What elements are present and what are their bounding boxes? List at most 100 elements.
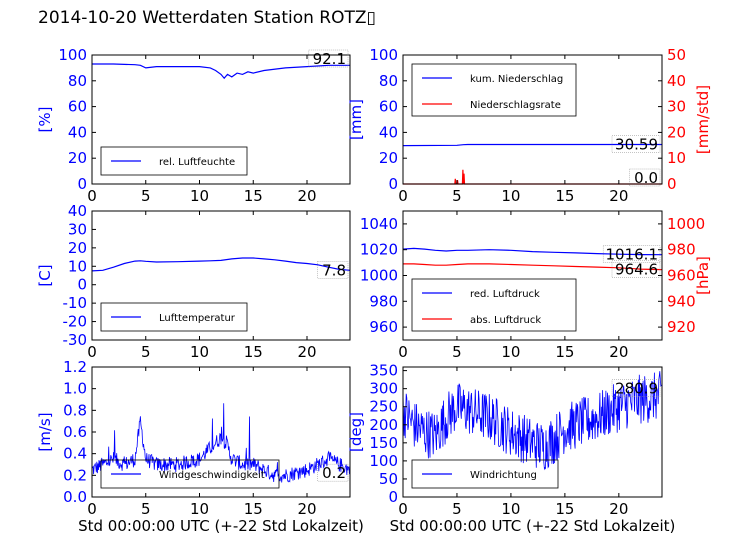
last-value-box xyxy=(317,261,349,279)
legend-label: Windrichtung xyxy=(470,470,537,481)
x-tick-label: 20 xyxy=(297,187,316,205)
y-axis-label: [C] xyxy=(36,264,54,286)
y-tick-label: 40 xyxy=(68,202,87,220)
legend-box xyxy=(411,459,559,489)
y-tick-label: 80 xyxy=(379,72,398,90)
x-tick-label: 15 xyxy=(244,500,263,518)
x-tick-label: 5 xyxy=(141,500,151,518)
y-tick-label: 20 xyxy=(379,149,398,167)
plot-frame xyxy=(91,210,351,341)
y2-tick-label: 1000 xyxy=(667,215,705,233)
x-tick-label: 10 xyxy=(190,500,209,518)
x-tick-label: 5 xyxy=(141,187,151,205)
y-tick-label: 0 xyxy=(77,175,87,193)
last-value-box xyxy=(602,245,661,263)
legend-box xyxy=(411,63,577,117)
legend-box xyxy=(411,278,577,332)
legend-label: Niederschlagsrate xyxy=(470,100,561,111)
x-tick-label: 0 xyxy=(398,187,408,205)
series-line-precip-0 xyxy=(402,143,662,147)
y-tick-label: 200 xyxy=(369,416,398,434)
legend-label: Windgeschwindigkeit xyxy=(159,470,265,481)
series-line-humidity-0 xyxy=(92,63,350,80)
y2-tick-label: 50 xyxy=(667,46,686,64)
y-axis-label: [deg] xyxy=(347,412,365,452)
x-tick-label: 0 xyxy=(398,343,408,361)
y-tick-label: 60 xyxy=(68,98,87,116)
legend-label: kum. Niederschlag xyxy=(470,74,563,85)
y-tick-label: 1000 xyxy=(360,267,398,285)
y-tick-label: 980 xyxy=(369,292,398,310)
panel-windspeed: 0 5 10 15 20 0.0 0.2 0.4 0.6 0.8 1.0 1.2 [m/s] Std 00… xyxy=(36,358,364,535)
y-tick-label: 20 xyxy=(68,149,87,167)
y2-tick-label: 20 xyxy=(667,123,686,141)
y-tick-label: 1.0 xyxy=(63,380,87,398)
x-tick-label: 15 xyxy=(555,500,574,518)
legend-box xyxy=(100,146,248,176)
last-value-label: 30.59 xyxy=(615,136,658,154)
y-tick-label: 300 xyxy=(369,380,398,398)
last-value-label: 0.0 xyxy=(634,169,658,187)
series-line-precip-1 xyxy=(403,169,662,185)
panel-pressure: 0 5 10 15 20 960 980 1000 1020 1040 920 940 960 980 10… xyxy=(360,210,712,361)
plot-frame xyxy=(91,54,351,185)
y-tick-label: 30 xyxy=(68,220,87,238)
x-tick-label: 20 xyxy=(297,343,316,361)
last-value-label: 92.1 xyxy=(313,50,346,68)
y-tick-label: 250 xyxy=(369,398,398,416)
last-value-label: 1016.1 xyxy=(606,246,659,264)
last-value-box xyxy=(317,463,349,482)
y-tick-label: 1040 xyxy=(360,215,398,233)
x-tick-label: 5 xyxy=(141,343,151,361)
y-tick-label: 0.0 xyxy=(63,488,87,506)
y-tick-label: -30 xyxy=(63,331,88,349)
x-tick-label: 20 xyxy=(609,343,628,361)
last-value-box xyxy=(611,135,661,153)
series-line-windspeed-0 xyxy=(92,403,350,483)
panel-humidity: 0 5 10 15 20 0 20 40 60 80 100 [%] rel. Luftfeuchte 9… xyxy=(36,46,351,205)
y2-tick-label: 940 xyxy=(667,292,696,310)
y-tick-label: 100 xyxy=(369,452,398,470)
legend-box xyxy=(100,459,280,489)
y-tick-label: 80 xyxy=(68,72,87,90)
y-tick-label: 100 xyxy=(58,46,87,64)
y-tick-label: 40 xyxy=(379,123,398,141)
y2-tick-label: 920 xyxy=(667,318,696,336)
y-axis-label: [%] xyxy=(36,107,54,133)
y2-axis-label: [mm/std] xyxy=(694,85,712,154)
x-tick-label: 15 xyxy=(555,187,574,205)
y-tick-label: 0 xyxy=(77,276,87,294)
y-tick-label: 40 xyxy=(68,123,87,141)
x-tick-label: 10 xyxy=(190,187,209,205)
y2-tick-label: 960 xyxy=(667,267,696,285)
y-axis-label: [mm] xyxy=(347,99,365,140)
plot-frame xyxy=(402,54,663,185)
y-tick-label: 1.2 xyxy=(63,358,87,376)
x-tick-label: 20 xyxy=(609,187,628,205)
y-tick-label: 1020 xyxy=(360,241,398,259)
x-tick-label: 15 xyxy=(244,343,263,361)
x-tick-label: 5 xyxy=(452,500,462,518)
series-line-pressure-0 xyxy=(402,247,663,256)
y2-tick-label: 30 xyxy=(667,98,686,116)
y-tick-label: 0.8 xyxy=(63,401,87,419)
panel-temperature: 0 5 10 15 20-30-20-10010203040[C]Lufttempera… xyxy=(36,202,351,361)
y-tick-label: 50 xyxy=(379,470,398,488)
last-value-label: 964.6 xyxy=(615,261,658,279)
y-tick-label: 0 xyxy=(388,175,398,193)
plot-frame xyxy=(402,366,663,498)
y-tick-label: -10 xyxy=(63,294,88,312)
x-tick-label: 15 xyxy=(244,187,263,205)
y2-tick-label: 10 xyxy=(667,149,686,167)
y-tick-label: 350 xyxy=(369,362,398,380)
y-tick-label: 100 xyxy=(369,46,398,64)
legend-label: red. Luftdruck xyxy=(470,289,540,300)
x-tick-label: 0 xyxy=(87,187,97,205)
legend-label: Lufttemperatur xyxy=(159,313,236,324)
x-tick-label: 10 xyxy=(190,343,209,361)
series-line-winddir-0 xyxy=(402,371,662,471)
x-tick-label: 15 xyxy=(555,343,574,361)
y-tick-label: 20 xyxy=(68,239,87,257)
legend-label: abs. Luftdruck xyxy=(470,315,541,326)
